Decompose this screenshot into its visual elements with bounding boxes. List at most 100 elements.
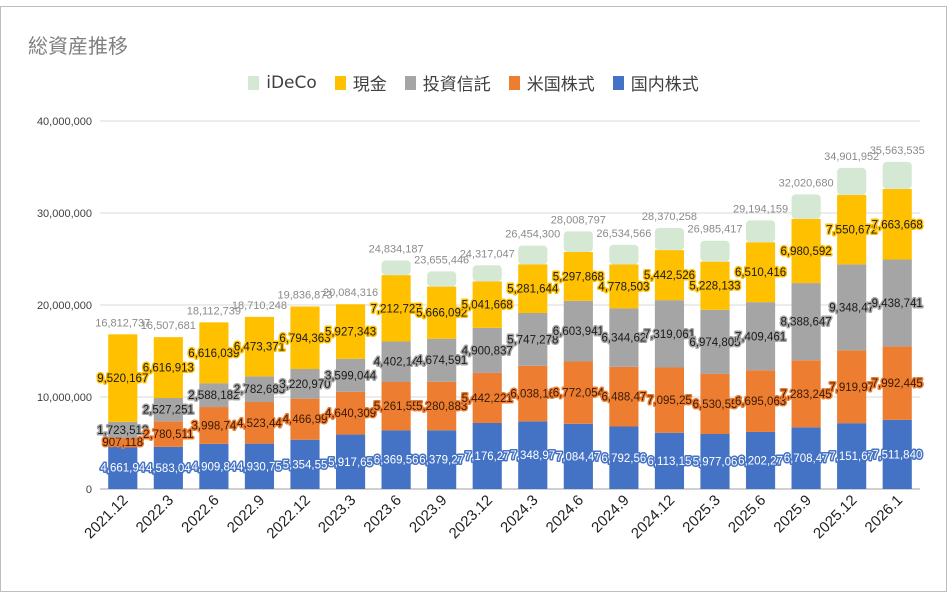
bar-segment-us: [609, 366, 639, 427]
bar-segment-fund: [199, 383, 229, 408]
bar-segment-jp: [609, 426, 639, 489]
data-label-us: 5,280,883: [416, 401, 467, 413]
bar-segment-ideco: [791, 194, 821, 219]
legend-item-fund[interactable]: 投資信託: [404, 70, 491, 95]
data-label-cash: 6,616,913: [143, 363, 194, 375]
data-label-us: 7,095,25: [647, 395, 692, 407]
data-label-cash: 5,927,343: [325, 326, 376, 338]
bar-segment-us: [381, 381, 411, 431]
legend-item-us[interactable]: 米国株式: [508, 70, 595, 95]
total-label: 24,834,187: [369, 244, 424, 256]
data-label-cash: 5,666,092: [416, 308, 467, 320]
data-label-us: 5,261,55: [374, 401, 419, 413]
bar-segment-cash: [199, 322, 229, 384]
data-label-us: 7,283,245: [781, 389, 832, 401]
bar-segment-cash: [654, 250, 685, 301]
x-tick-label: 2024.12: [628, 492, 678, 542]
bar-segment-jp: [290, 439, 320, 489]
bar-segment-fund: [153, 398, 183, 422]
bar-segment-cash: [882, 189, 912, 260]
legend-item-ideco[interactable]: iDeCo: [248, 70, 317, 95]
total-label: 16,812,737: [95, 317, 150, 329]
data-label-fund: 6,974,805: [689, 337, 740, 349]
data-label-fund: 2,527,251: [143, 405, 194, 417]
y-tick-label: 20,000,000: [37, 300, 92, 312]
data-label-jp: 6,792,56: [602, 453, 647, 465]
data-label-fund: 8,388,647: [781, 317, 832, 329]
data-label-jp: 7,511,840: [872, 449, 922, 461]
bar-segment-fund: [654, 300, 685, 368]
data-label-us: 4,640,309: [325, 408, 376, 420]
total-label: 26,534,566: [596, 228, 651, 240]
total-label: 19,836,873: [277, 290, 332, 302]
data-label-cash: 6,510,416: [735, 267, 786, 279]
data-label-us: 4,466,99: [283, 414, 328, 426]
legend-swatch-fund: [404, 75, 416, 90]
bar-segment-jp: [654, 432, 685, 489]
bar-segment-fund: [472, 327, 502, 373]
bar-segment-fund: [427, 338, 457, 382]
y-tick-label: 0: [86, 484, 92, 496]
x-tick-label: 2024.3: [497, 492, 541, 536]
data-label-fund: 3,599,044: [325, 370, 377, 382]
bar-segment-ideco: [381, 260, 411, 276]
data-label-cash: 5,041,668: [462, 300, 513, 312]
bar-segment-fund: [518, 312, 548, 366]
bar-segment-us: [882, 346, 912, 420]
data-label-fund: 5,747,278: [507, 334, 558, 346]
bar-segment-fund: [700, 309, 730, 374]
legend-label-ideco: iDeCo: [266, 72, 317, 93]
data-label-cash: 7,663,668: [872, 219, 923, 231]
total-label: 32,020,680: [779, 177, 834, 189]
data-label-cash: 9,520,167: [97, 373, 148, 385]
data-label-jp: 6,708,47: [784, 453, 829, 465]
data-label-cash: 6,980,592: [781, 246, 832, 258]
data-label-cash: 5,281,644: [507, 284, 559, 296]
total-label: 29,194,159: [733, 203, 788, 215]
bar-segment-us: [700, 373, 730, 435]
data-label-us: 6,488,47: [602, 392, 647, 404]
bar-segment-ideco: [837, 167, 867, 195]
total-label: 34,901,952: [824, 151, 879, 163]
total-label: 18,112,739: [187, 305, 241, 317]
bar-segment-jp: [472, 422, 502, 489]
x-tick-label: 2025.3: [679, 492, 723, 536]
bar-segment-jp: [335, 434, 366, 489]
x-tick-label: 2026.1: [862, 492, 906, 536]
legend-swatch-ideco: [248, 75, 260, 90]
data-label-jp: 6,369,56: [374, 455, 419, 467]
data-label-cash: 6,616,039: [188, 348, 239, 360]
bar-segment-fund: [609, 308, 639, 367]
bar-segment-fund: [244, 376, 275, 403]
data-label-us: 6,695,063: [735, 396, 786, 408]
bar-segment-ideco: [700, 240, 730, 262]
x-tick-label: 2025.6: [725, 492, 769, 536]
data-label-cash: 6,794,363: [279, 333, 330, 345]
legend-label-cash: 現金: [352, 75, 387, 95]
x-tick-label: 2022.3: [133, 492, 177, 536]
x-tick-label: 2021.12: [81, 492, 131, 542]
bar-segment-fund: [381, 341, 411, 382]
data-label-fund: 6,344,62: [602, 333, 647, 345]
legend-label-jp: 国内株式: [630, 75, 699, 95]
data-label-fund: 2,782,683: [234, 384, 285, 396]
legend-swatch-us: [508, 75, 520, 90]
bar-segment-jp: [837, 423, 867, 489]
legend-item-cash[interactable]: 現金: [334, 70, 387, 95]
data-label-us: 907,118: [102, 437, 143, 449]
data-label-us: 2,780,511: [143, 429, 193, 441]
bar-segment-ideco: [518, 245, 548, 265]
bar-segment-fund: [290, 369, 320, 399]
bar-segment-jp: [153, 446, 183, 489]
bar-segment-ideco: [745, 220, 776, 243]
legend-item-jp[interactable]: 国内株式: [612, 70, 699, 95]
bar-segment-ideco: [654, 227, 685, 251]
data-label-jp: 4,583,04: [146, 463, 191, 475]
data-label-cash: 6,473,371: [234, 342, 285, 354]
bar-segment-us: [745, 370, 776, 432]
bar-segment-cash: [381, 275, 411, 342]
data-label-fund: 4,402,14: [374, 357, 419, 369]
data-label-cash: 5,228,133: [689, 281, 740, 293]
data-label-cash: 4,778,503: [598, 281, 649, 293]
bar-segment-cash: [791, 218, 821, 284]
